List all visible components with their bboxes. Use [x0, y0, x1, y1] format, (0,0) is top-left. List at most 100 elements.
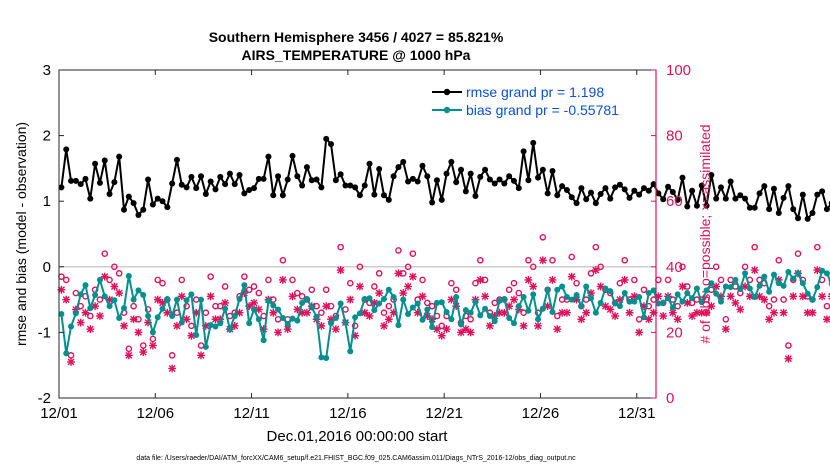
obs-possible-point: [616, 279, 624, 287]
bias-point: [294, 317, 301, 324]
obs-assimilated-point: [736, 305, 745, 314]
rmse-point: [68, 177, 75, 184]
x-tick-label: 12/21: [425, 405, 463, 422]
obs-possible-point: [337, 243, 344, 251]
bias-point: [559, 283, 566, 290]
rmse-point: [226, 170, 233, 177]
rmse-point: [549, 168, 556, 175]
rmse-point: [347, 182, 354, 189]
bias-point: [380, 295, 387, 302]
obs-assimilated-point: [476, 276, 485, 284]
rmse-point: [405, 178, 412, 185]
obs-possible-point: [318, 309, 325, 317]
rmse-point: [751, 204, 758, 211]
bias-point: [790, 275, 797, 282]
rmse-point: [385, 196, 392, 203]
x-tick-label: 12/06: [137, 405, 175, 422]
rmse-point: [149, 201, 156, 208]
bias-point: [616, 303, 623, 310]
rmse-point: [77, 181, 84, 188]
bias-point: [650, 287, 657, 294]
obs-assimilated-point: [659, 312, 668, 320]
y-tick-label: 1: [43, 193, 51, 210]
obs-assimilated-point: [789, 292, 798, 301]
bias-point: [588, 295, 595, 302]
bias-point: [120, 305, 127, 312]
rmse-point: [289, 152, 296, 159]
obs-assimilated-point: [336, 266, 345, 274]
bias-point: [785, 269, 792, 276]
obs-possible-point: [505, 286, 513, 294]
rmse-point: [804, 215, 811, 222]
obs-possible-point: [289, 276, 296, 284]
bias-point: [101, 293, 108, 300]
obs-assimilated-point: [591, 266, 600, 274]
rmse-point: [766, 206, 773, 213]
rmse-point: [433, 177, 440, 184]
obs-possible-point: [308, 286, 316, 294]
obs-possible-point: [404, 263, 412, 271]
y-axis-label: rmse and bias (model - observation): [13, 122, 29, 346]
rmse-point: [790, 206, 797, 213]
bias-point: [592, 309, 599, 316]
bias-point: [323, 354, 330, 361]
bias-point: [395, 322, 402, 329]
obs-assimilated-point: [485, 321, 494, 330]
obs-assimilated-point: [129, 315, 138, 324]
bias-point: [318, 354, 325, 361]
rmse-point: [496, 176, 503, 183]
rmse-point: [510, 177, 517, 184]
obs-possible-point: [664, 276, 672, 284]
obs-possible-point: [717, 276, 725, 284]
obs-assimilated-point: [182, 315, 191, 324]
obs-assimilated-point: [399, 289, 408, 297]
obs-assimilated-point: [100, 272, 109, 281]
obs-assimilated-point: [394, 269, 403, 278]
obs-assimilated-point: [779, 308, 788, 317]
bias-point: [356, 310, 363, 317]
y-tick-label: 0: [43, 259, 51, 276]
legend: rmse grand pr = 1.198 bias grand pr = -0…: [428, 80, 652, 124]
obs-possible-point: [775, 256, 783, 264]
obs-assimilated-point: [356, 282, 364, 291]
bias-point: [737, 286, 744, 293]
obs-possible-point: [510, 279, 518, 287]
rmse-point: [308, 177, 315, 184]
bias-point: [231, 313, 238, 319]
rmse-point: [222, 181, 229, 188]
rmse-point: [92, 160, 99, 167]
y2-axis-label: # of obs: o=possible; ×=assimilated: [697, 124, 713, 343]
bias-point: [761, 273, 768, 280]
bias-point: [467, 309, 474, 316]
obs-possible-point: [472, 279, 479, 287]
bias-point: [568, 296, 575, 303]
bias-point: [371, 307, 378, 314]
obs-assimilated-point: [76, 318, 85, 327]
bias-point: [510, 320, 517, 327]
obs-possible-point: [703, 296, 710, 303]
bias-point: [299, 299, 306, 306]
bias-point: [376, 300, 383, 307]
rmse-point: [588, 189, 595, 196]
obs-assimilated-point: [466, 328, 475, 337]
obs-assimilated-point: [770, 308, 778, 317]
bias-point: [169, 313, 176, 319]
rmse-point: [63, 146, 70, 153]
obs-assimilated-point: [163, 308, 172, 317]
bias-point: [804, 290, 811, 297]
bias-point: [751, 293, 758, 300]
rmse-point: [231, 181, 238, 188]
bias-point: [780, 282, 787, 289]
obs-assimilated-point: [206, 292, 215, 301]
bias-point: [655, 300, 662, 307]
bias-point: [250, 306, 257, 313]
bias-point: [799, 280, 806, 287]
bias-point: [246, 320, 253, 327]
obs-possible-point: [62, 276, 70, 284]
obs-assimilated-point: [721, 325, 730, 334]
rmse-point: [563, 187, 570, 194]
bias-point: [717, 298, 724, 305]
obs-assimilated-point: [534, 321, 542, 330]
obs-possible-point: [154, 276, 161, 284]
rmse-point: [727, 178, 734, 185]
